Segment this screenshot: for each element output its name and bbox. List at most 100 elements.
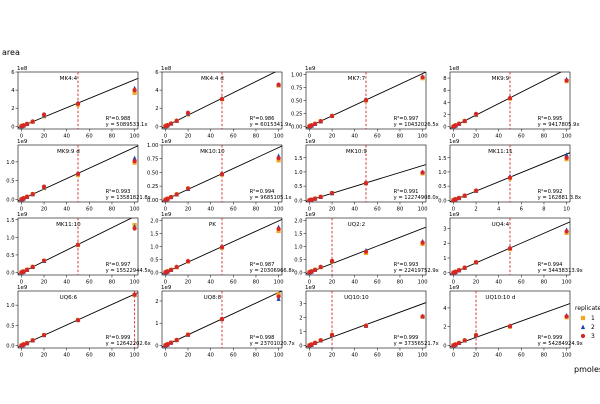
panel-title: MK9:9 d <box>57 149 80 155</box>
plot-area <box>162 291 282 348</box>
x-tick-label: 100 <box>130 280 140 286</box>
panel-mk10-9: 0.0 0.5 1.0 1.5 0 20 40 60 80 100 1e9 MK10:9 R²=0.99… <box>294 139 438 213</box>
y-tick-label: 0.5 <box>438 184 446 190</box>
y-tick-label: 0.0 <box>294 198 302 204</box>
x-tick-label: 20 <box>473 353 480 359</box>
plot-area <box>450 72 569 129</box>
data-point <box>329 190 335 196</box>
y-tick-label: 2 <box>299 316 302 322</box>
data-point <box>363 97 369 103</box>
r2-annotation: R²=0.988 <box>106 116 131 122</box>
x-tick-label: 60 <box>86 134 93 140</box>
equation-annotation: y = 10432026.5x <box>394 122 439 128</box>
data-point <box>41 184 47 189</box>
panel-mk11-10: 0.0 0.5 1.0 1.5 0 20 40 60 80 100 1e9 MK11:10 R²=0.9… <box>6 212 150 286</box>
y-tick-label: 2.0 <box>294 219 302 225</box>
panel-mk9-9-d: 0.0 0.5 1.0 0 20 40 60 80 100 1e9 MK9:9 d R²=0.993y… <box>6 139 150 213</box>
y-tick-label: 1.5 <box>438 156 446 162</box>
data-point <box>219 97 225 102</box>
x-tick-label: 20 <box>329 353 336 359</box>
x-tick-label: 20 <box>185 207 192 213</box>
data-point <box>564 152 569 158</box>
x-tick-label: 100 <box>418 353 428 359</box>
panel-title: MK4:4 d <box>201 76 224 82</box>
data-point <box>318 194 323 199</box>
x-tick-label: 100 <box>130 353 140 359</box>
data-point <box>309 342 314 347</box>
r2-annotation: R²=0.986 <box>250 116 275 122</box>
y-tick-label: 0.0 <box>6 197 14 203</box>
y-tick-label: 2 <box>11 106 14 112</box>
axes-frame <box>305 290 427 349</box>
panel-title: MK10:10 <box>200 149 225 155</box>
legend-marker-3 <box>580 333 586 339</box>
data-point <box>453 342 458 347</box>
x-tick-label: 20 <box>185 280 192 286</box>
panel-mk7-7: 0.00 0.25 0.50 0.75 1.00 0 20 40 60 80 100 1e9 MK7:7… <box>291 66 439 140</box>
x-tick-label: 60 <box>86 280 93 286</box>
data-point <box>329 258 335 264</box>
data-point <box>564 314 569 319</box>
x-tick-label: 0 <box>308 280 311 286</box>
data-point <box>174 264 179 270</box>
plot-area <box>162 145 282 202</box>
y-tick-label: 0.5 <box>294 184 302 190</box>
data-point <box>168 121 174 126</box>
data-point <box>132 159 137 164</box>
panel-title: MK4:4 <box>60 76 78 82</box>
data-point <box>24 121 30 127</box>
data-point <box>132 226 137 231</box>
x-tick-label: 0 <box>308 207 311 213</box>
panel-title: UQ10:10 <box>344 295 369 301</box>
plot-area <box>450 291 570 348</box>
x-tick-label: 20 <box>329 134 336 140</box>
y-tick-label: 0.5 <box>294 257 302 263</box>
plot-area <box>18 145 138 202</box>
y-scale-label: 1e9 <box>449 285 460 291</box>
data-point <box>420 170 425 175</box>
x-tick-label: 0 <box>452 353 455 359</box>
y-tick-label: 6 <box>11 70 14 76</box>
data-point <box>24 341 30 346</box>
data-point <box>318 338 323 343</box>
x-tick-label: 40 <box>207 280 214 286</box>
y-tick-label: 0.75 <box>291 86 303 92</box>
data-point <box>318 264 323 270</box>
x-tick-label: 60 <box>518 280 525 286</box>
data-point <box>318 119 323 124</box>
equation-annotation: y = 54284924.9x <box>538 341 583 347</box>
r2-annotation: R²=0.992 <box>538 189 563 195</box>
data-point <box>309 123 314 128</box>
data-point <box>21 342 26 347</box>
y-scale-label: 1e9 <box>17 285 28 291</box>
equation-annotation: y = 13581821.8x <box>106 195 151 201</box>
data-point <box>453 269 458 274</box>
y-tick-label: 0 <box>155 124 158 130</box>
data-point <box>276 292 281 297</box>
x-tick-label: 4 <box>497 207 501 213</box>
x-tick-label: 100 <box>418 134 428 140</box>
y-tick-label: 0 <box>299 343 302 349</box>
equation-annotation: y = 5089533.1x <box>106 122 148 128</box>
y-scale-label: 1e9 <box>17 212 28 218</box>
data-point <box>420 75 425 80</box>
x-tick-label: 40 <box>351 134 358 140</box>
data-point <box>473 260 479 265</box>
equation-annotation: y = 15522944.5x <box>106 268 151 274</box>
y-tick-label: 1.00 <box>147 143 159 149</box>
x-tick-label: 0 <box>20 280 23 286</box>
y-tick-label: 1.0 <box>6 235 14 241</box>
data-point <box>21 196 26 201</box>
data-point <box>21 123 26 128</box>
x-tick-label: 60 <box>374 134 381 140</box>
x-tick-label: 20 <box>329 207 336 213</box>
x-tick-label: 40 <box>207 353 214 359</box>
x-tick-label: 80 <box>397 353 404 359</box>
x-tick-label: 0 <box>20 353 23 359</box>
y-tick-label: 1.0 <box>6 160 14 166</box>
